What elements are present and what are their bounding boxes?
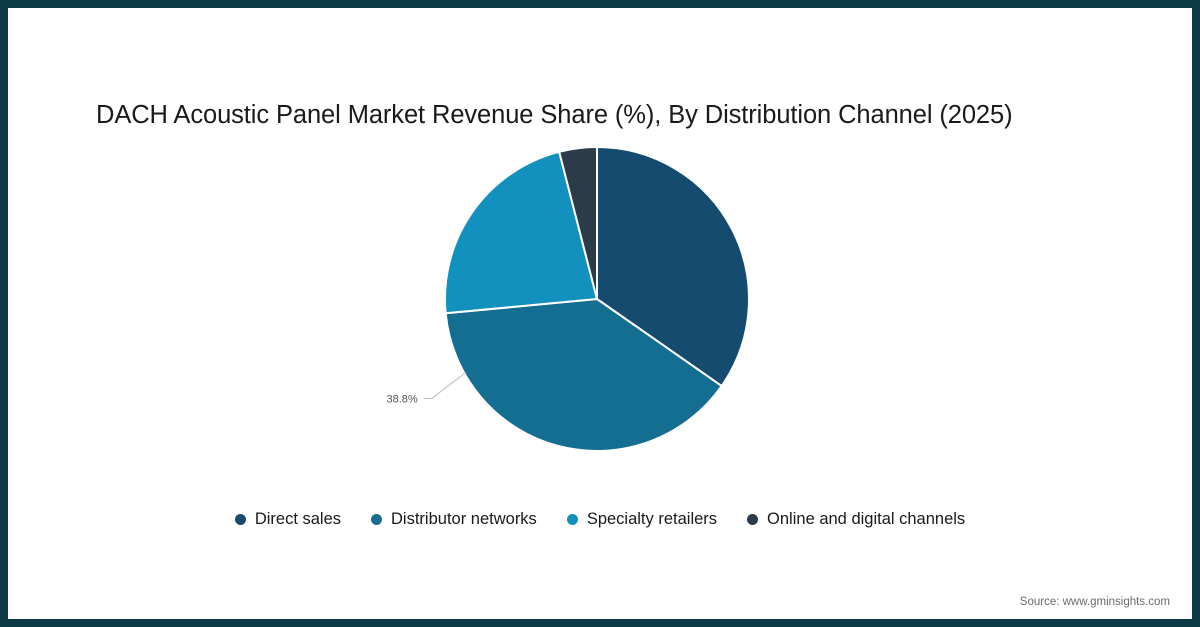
legend-swatch-distributor-networks	[371, 513, 383, 525]
chart-legend: Direct sales Distributor networks Specia…	[8, 511, 1192, 528]
pie-slice[interactable]	[444, 150, 598, 315]
pie-slices	[444, 146, 750, 452]
legend-label-specialty-retailers: Specialty retailers	[586, 510, 718, 528]
pie-slice[interactable]	[558, 146, 598, 300]
chart-canvas: DACH Acoustic Panel Market Revenue Share…	[8, 8, 1192, 619]
legend-item-specialty-retailers[interactable]: Specialty retailers	[566, 510, 718, 528]
pie-leader-line	[423, 372, 467, 399]
pie-slice-value-label: 38.8%	[386, 394, 417, 406]
legend-label-direct-sales: Direct sales	[254, 510, 342, 528]
legend-item-online-and-digital-channels[interactable]: Online and digital channels	[747, 511, 965, 528]
pie-slice[interactable]	[596, 146, 750, 388]
page-title: DACH Acoustic Panel Market Revenue Share…	[96, 101, 1013, 129]
legend-label-distributor-networks: Distributor networks	[391, 510, 537, 528]
legend-item-distributor-networks[interactable]: Distributor networks	[371, 511, 537, 528]
pie-data-labels: 38.8%	[386, 394, 417, 406]
source-credit: Source: www.gminsights.com	[1019, 596, 1170, 608]
pie-slice[interactable]	[444, 298, 723, 452]
pie-chart: 38.8%	[8, 8, 1192, 619]
pie-leader-lines	[423, 372, 467, 399]
legend-item-direct-sales[interactable]: Direct sales	[234, 510, 342, 528]
legend-swatch-online-and-digital-channels	[747, 513, 759, 525]
legend-swatch-specialty-retailers	[566, 513, 578, 525]
legend-label-online-and-digital-channels: Online and digital channels	[767, 510, 966, 528]
legend-swatch-direct-sales	[234, 513, 246, 525]
pie-chart-svg: 38.8%	[386, 146, 750, 452]
